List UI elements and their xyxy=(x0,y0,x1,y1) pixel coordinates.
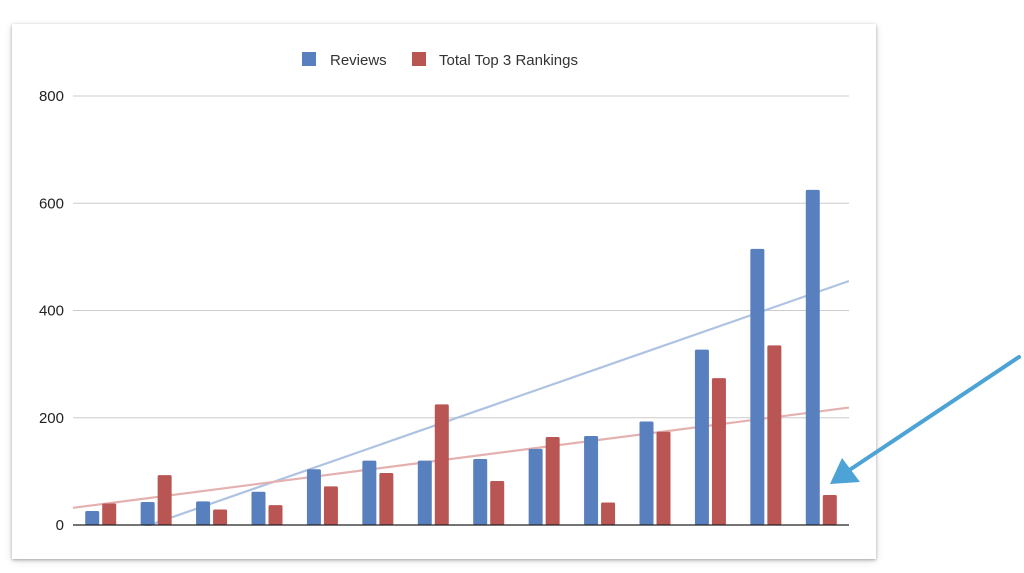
bar-reviews xyxy=(805,189,820,525)
arrow-shaft xyxy=(846,355,1021,473)
bar-rankings xyxy=(545,437,560,525)
bar-rankings xyxy=(157,475,172,525)
bar-rankings xyxy=(434,404,449,525)
bar-reviews xyxy=(196,501,211,525)
bar-rankings xyxy=(656,431,671,525)
bar-rankings xyxy=(102,503,117,525)
bar-rankings xyxy=(379,472,394,525)
bar-reviews xyxy=(694,349,709,525)
bar-rankings xyxy=(323,486,338,525)
legend: Reviews Total Top 3 Rankings xyxy=(302,52,578,69)
y-tick-label: 200 xyxy=(39,410,64,427)
bar-reviews xyxy=(85,511,100,525)
bar-reviews xyxy=(473,459,488,525)
bar-rankings xyxy=(711,378,726,525)
y-tick-label: 0 xyxy=(56,517,64,534)
bars xyxy=(85,189,837,526)
legend-swatch-reviews xyxy=(302,52,316,66)
bar-rankings xyxy=(268,505,283,525)
bar-reviews xyxy=(362,460,377,525)
bar-reviews xyxy=(750,248,765,526)
bar-rankings xyxy=(601,502,616,525)
bar-rankings xyxy=(767,345,782,525)
y-tick-labels: 0 200 400 600 800 xyxy=(39,88,64,534)
bar-rankings xyxy=(490,481,505,525)
bar-reviews xyxy=(528,448,543,525)
bar-reviews xyxy=(417,460,432,525)
arrow-head xyxy=(830,458,860,484)
gridlines xyxy=(73,95,849,419)
bar-reviews xyxy=(584,435,599,525)
y-tick-label: 600 xyxy=(39,195,64,212)
bar-rankings xyxy=(213,509,228,525)
y-tick-label: 800 xyxy=(39,88,64,105)
trendline-rankings xyxy=(73,406,849,509)
legend-label-reviews: Reviews xyxy=(330,52,387,69)
trendline-reviews xyxy=(143,279,849,526)
y-tick-label: 400 xyxy=(39,303,64,320)
bar-reviews xyxy=(639,421,654,525)
bar-reviews xyxy=(306,469,321,525)
bar-reviews xyxy=(140,501,155,525)
annotation-arrow xyxy=(830,355,1021,484)
legend-label-rankings: Total Top 3 Rankings xyxy=(439,52,578,69)
trendlines xyxy=(73,279,849,526)
legend-swatch-rankings xyxy=(412,52,426,66)
bar-reviews xyxy=(251,491,266,525)
bar-rankings xyxy=(822,494,837,525)
